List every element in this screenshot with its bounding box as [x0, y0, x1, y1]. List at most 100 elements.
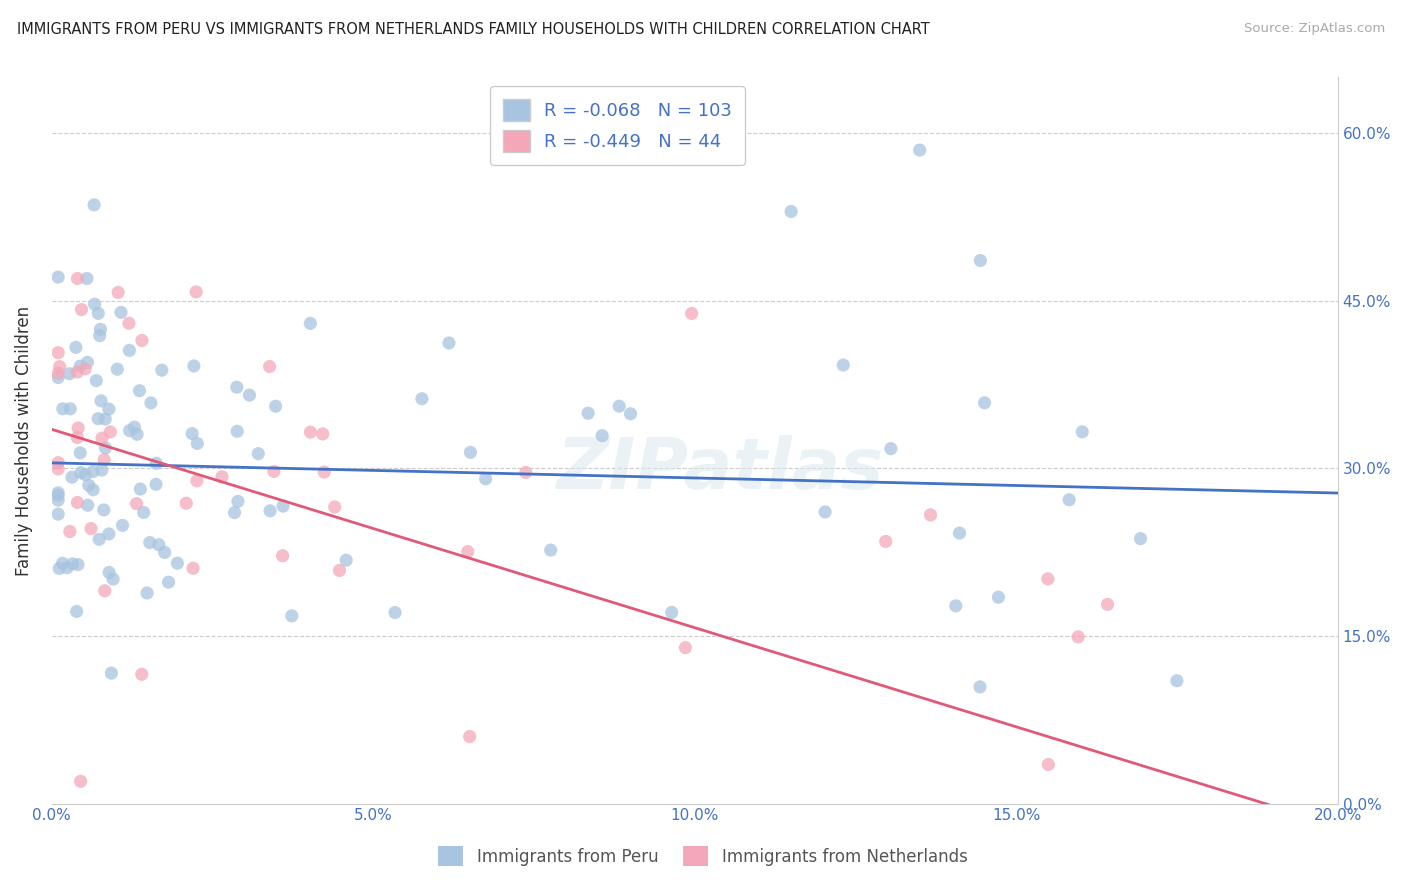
Point — [46, 345, 69, 359]
Point — [1097, 598, 1119, 612]
Point — [969, 253, 991, 268]
Point — [46, 462, 69, 476]
Point — [515, 466, 537, 480]
Point — [94, 441, 117, 455]
Point — [832, 358, 855, 372]
Point — [66, 430, 89, 444]
Point — [59, 524, 82, 539]
Point — [226, 494, 249, 508]
Point — [225, 380, 247, 394]
Point — [76, 355, 98, 369]
Point — [384, 606, 406, 620]
Point — [111, 518, 134, 533]
Point — [46, 485, 69, 500]
Point — [82, 465, 104, 479]
Point — [920, 508, 942, 522]
Point — [98, 566, 121, 580]
Point — [46, 493, 69, 508]
Point — [101, 572, 124, 586]
Point — [1038, 757, 1060, 772]
Point — [814, 505, 837, 519]
Point — [184, 285, 207, 299]
Point — [259, 504, 281, 518]
Point — [48, 359, 70, 374]
Point — [75, 467, 97, 482]
Point — [263, 465, 285, 479]
Point — [66, 604, 89, 618]
Point — [299, 317, 322, 331]
Point — [66, 271, 89, 285]
Point — [411, 392, 433, 406]
Point — [1067, 630, 1090, 644]
Point — [247, 447, 270, 461]
Point — [83, 297, 105, 311]
Point — [181, 426, 204, 441]
Point — [105, 362, 128, 376]
Point — [90, 393, 112, 408]
Point — [460, 445, 482, 459]
Point — [153, 545, 176, 559]
Point — [77, 478, 100, 492]
Point — [948, 526, 970, 541]
Point — [66, 495, 89, 509]
Point — [87, 306, 110, 320]
Point — [107, 285, 129, 300]
Point — [48, 561, 70, 575]
Point — [661, 606, 683, 620]
Point — [89, 533, 111, 547]
Point — [328, 563, 350, 577]
Point — [1057, 492, 1080, 507]
Point — [100, 425, 122, 439]
Point — [125, 427, 148, 442]
Point — [1129, 532, 1152, 546]
Point — [150, 363, 173, 377]
Point — [118, 316, 141, 330]
Point — [973, 396, 995, 410]
Point — [987, 591, 1010, 605]
Point — [281, 608, 304, 623]
Point — [75, 362, 97, 376]
Point — [125, 497, 148, 511]
Point — [56, 560, 79, 574]
Point — [129, 482, 152, 496]
Point — [90, 463, 112, 477]
Point — [540, 543, 562, 558]
Point — [97, 527, 120, 541]
Point — [314, 465, 336, 479]
Point — [58, 367, 80, 381]
Point — [673, 640, 696, 655]
Point — [875, 534, 897, 549]
Point — [128, 384, 150, 398]
Point — [82, 483, 104, 497]
Point — [607, 399, 630, 413]
Point — [1166, 673, 1188, 688]
Point — [458, 730, 481, 744]
Point — [100, 666, 122, 681]
Point — [945, 599, 967, 613]
Point — [145, 477, 167, 491]
Point — [166, 556, 188, 570]
Point — [211, 469, 233, 483]
Point — [174, 496, 197, 510]
Point — [46, 370, 69, 384]
Point — [94, 583, 117, 598]
Point — [66, 558, 89, 572]
Point — [139, 396, 162, 410]
Point — [84, 374, 107, 388]
Point — [576, 406, 599, 420]
Point — [87, 411, 110, 425]
Point — [259, 359, 281, 374]
Point — [335, 553, 357, 567]
Point — [46, 367, 69, 381]
Point — [93, 503, 115, 517]
Point — [59, 401, 82, 416]
Point — [1036, 572, 1059, 586]
Point — [131, 667, 153, 681]
Point — [312, 426, 335, 441]
Point — [46, 488, 69, 502]
Point — [89, 322, 111, 336]
Point — [908, 143, 931, 157]
Text: Source: ZipAtlas.com: Source: ZipAtlas.com — [1244, 22, 1385, 36]
Point — [148, 538, 170, 552]
Point — [70, 302, 93, 317]
